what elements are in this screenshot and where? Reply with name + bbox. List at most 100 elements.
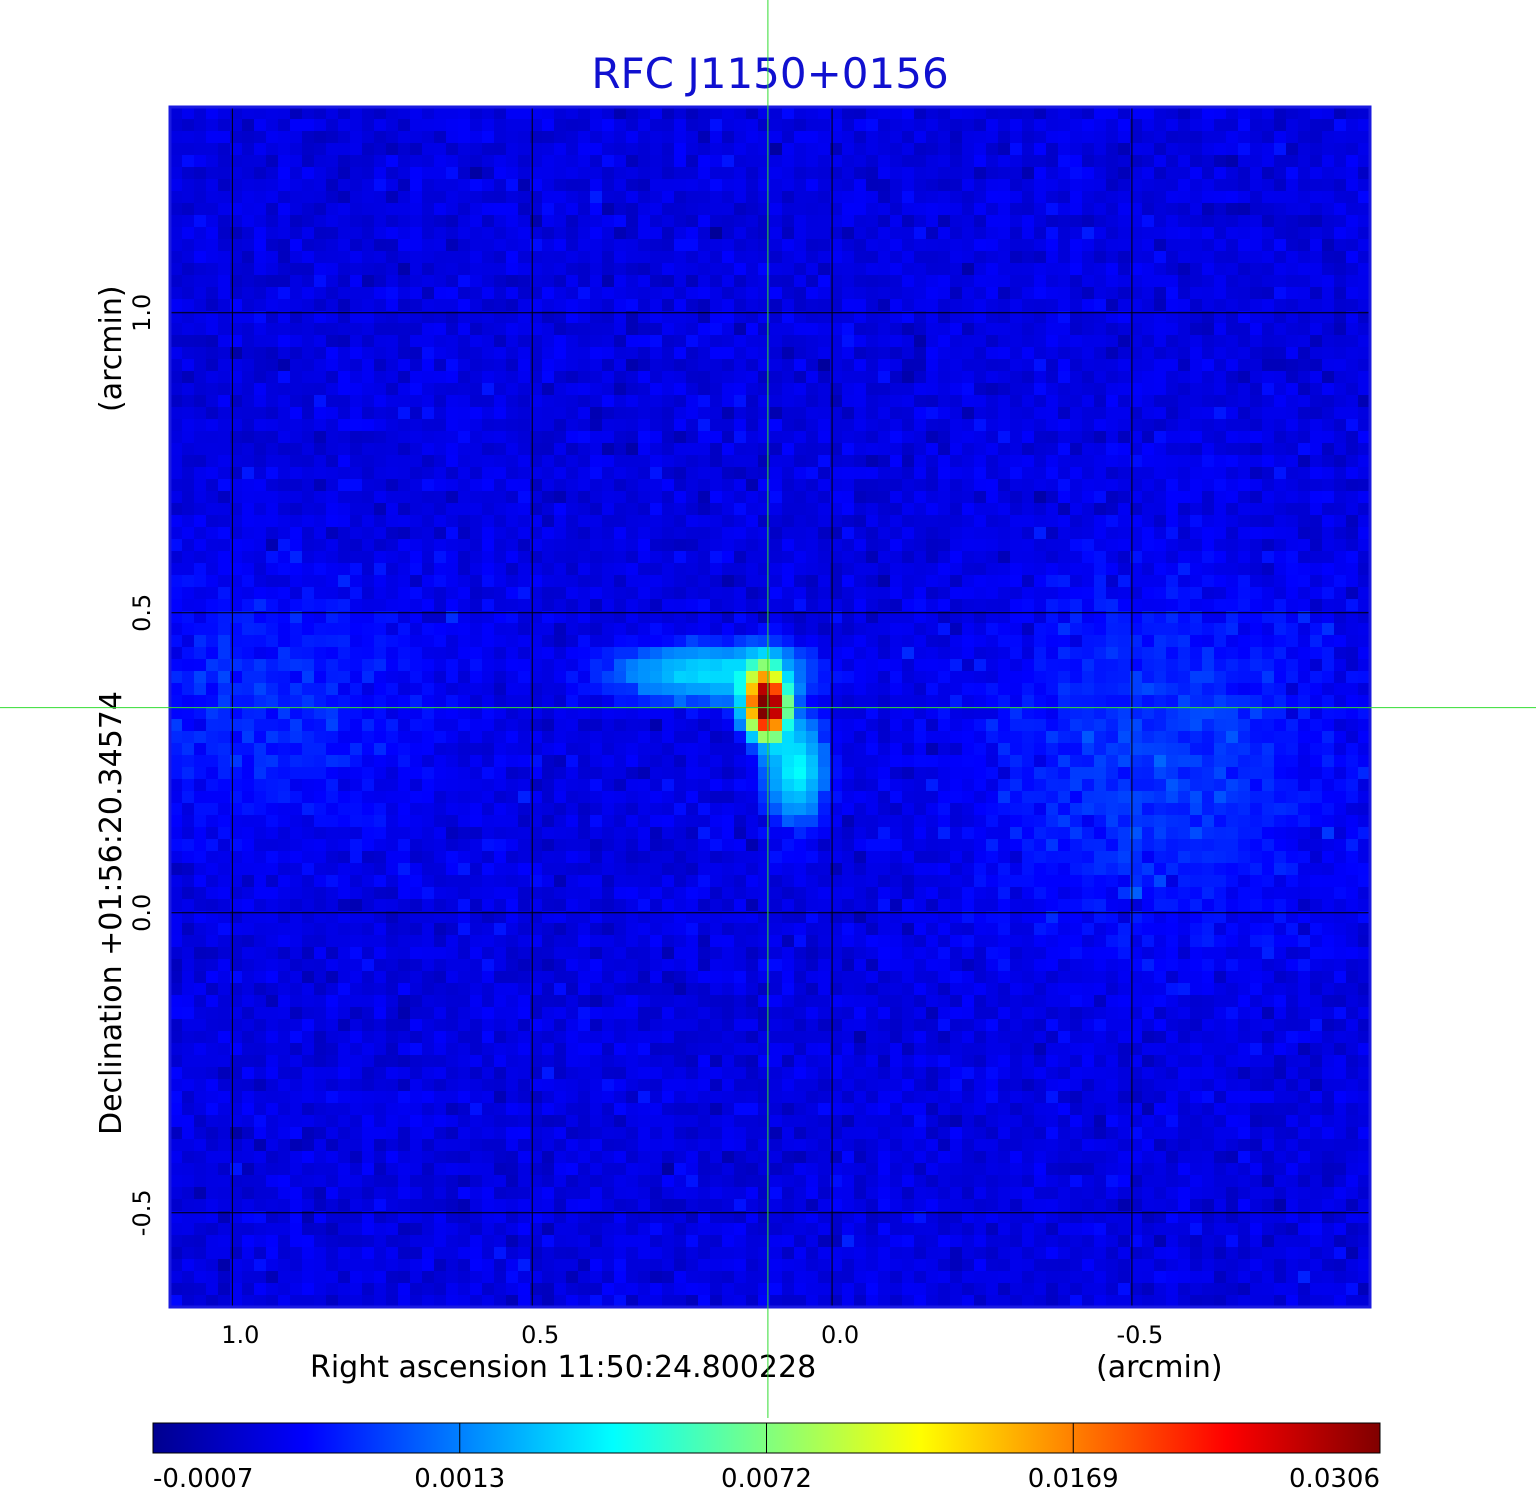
image-pixel — [878, 515, 891, 528]
image-pixel — [662, 311, 675, 324]
image-pixel — [206, 479, 219, 492]
image-pixel — [482, 599, 495, 612]
image-pixel — [218, 299, 231, 312]
image-pixel — [1166, 587, 1179, 600]
image-pixel — [662, 371, 675, 384]
image-pixel — [482, 191, 495, 204]
image-pixel — [230, 539, 243, 552]
image-pixel — [878, 203, 891, 216]
image-pixel — [1226, 119, 1239, 132]
image-pixel — [518, 287, 531, 300]
image-pixel — [578, 215, 591, 228]
image-pixel — [602, 659, 615, 672]
image-pixel — [746, 119, 759, 132]
image-pixel — [494, 587, 507, 600]
image-pixel — [410, 419, 423, 432]
image-pixel — [854, 119, 867, 132]
image-pixel — [1202, 539, 1215, 552]
image-pixel — [710, 263, 723, 276]
image-pixel — [230, 659, 243, 672]
image-pixel — [1046, 227, 1059, 240]
image-pixel — [242, 251, 255, 264]
image-pixel — [1166, 239, 1179, 252]
image-pixel — [758, 155, 771, 168]
image-pixel — [470, 623, 483, 636]
image-pixel — [230, 623, 243, 636]
image-pixel — [578, 203, 591, 216]
image-pixel — [962, 191, 975, 204]
image-pixel — [938, 599, 951, 612]
image-pixel — [734, 635, 747, 648]
image-pixel — [206, 443, 219, 456]
image-pixel — [1262, 419, 1275, 432]
image-pixel — [1154, 359, 1167, 372]
image-pixel — [1118, 527, 1131, 540]
image-pixel — [446, 323, 459, 336]
image-pixel — [842, 551, 855, 564]
image-pixel — [1178, 107, 1191, 120]
image-pixel — [1178, 539, 1191, 552]
image-pixel — [1298, 587, 1311, 600]
image-pixel — [530, 671, 543, 684]
image-pixel — [698, 119, 711, 132]
image-pixel — [1298, 635, 1311, 648]
image-pixel — [410, 383, 423, 396]
image-pixel — [638, 539, 651, 552]
image-pixel — [266, 431, 279, 444]
image-pixel — [866, 695, 879, 708]
image-pixel — [350, 683, 363, 696]
image-pixel — [254, 131, 267, 144]
image-pixel — [1034, 299, 1047, 312]
image-pixel — [710, 359, 723, 372]
image-pixel — [1190, 467, 1203, 480]
image-pixel — [470, 311, 483, 324]
image-pixel — [1226, 515, 1239, 528]
image-pixel — [1310, 575, 1323, 588]
image-pixel — [242, 551, 255, 564]
image-pixel — [1238, 311, 1251, 324]
image-pixel — [1118, 467, 1131, 480]
image-pixel — [1190, 215, 1203, 228]
image-pixel — [362, 335, 375, 348]
image-pixel — [926, 383, 939, 396]
image-pixel — [1094, 167, 1107, 180]
image-pixel — [626, 203, 639, 216]
image-pixel — [782, 443, 795, 456]
image-pixel — [446, 335, 459, 348]
image-pixel — [686, 155, 699, 168]
image-pixel — [398, 227, 411, 240]
image-pixel — [1322, 155, 1335, 168]
image-pixel — [590, 299, 603, 312]
image-pixel — [782, 419, 795, 432]
image-pixel — [626, 239, 639, 252]
image-pixel — [902, 311, 915, 324]
image-pixel — [326, 299, 339, 312]
image-pixel — [326, 119, 339, 132]
image-pixel — [1106, 407, 1119, 420]
image-pixel — [890, 251, 903, 264]
image-pixel — [182, 467, 195, 480]
image-pixel — [698, 407, 711, 420]
image-pixel — [734, 359, 747, 372]
image-pixel — [1214, 491, 1227, 504]
image-pixel — [242, 659, 255, 672]
image-pixel — [962, 227, 975, 240]
image-pixel — [1274, 359, 1287, 372]
image-pixel — [1082, 623, 1095, 636]
image-pixel — [1298, 599, 1311, 612]
image-pixel — [302, 527, 315, 540]
image-pixel — [674, 491, 687, 504]
image-pixel — [230, 587, 243, 600]
image-pixel — [1238, 383, 1251, 396]
image-pixel — [1358, 227, 1371, 240]
image-pixel — [1346, 359, 1359, 372]
image-pixel — [1322, 167, 1335, 180]
image-pixel — [662, 203, 675, 216]
image-pixel — [278, 347, 291, 360]
image-pixel — [194, 191, 207, 204]
image-pixel — [638, 167, 651, 180]
image-pixel — [542, 323, 555, 336]
image-pixel — [614, 107, 627, 120]
image-pixel — [398, 371, 411, 384]
image-pixel — [590, 347, 603, 360]
